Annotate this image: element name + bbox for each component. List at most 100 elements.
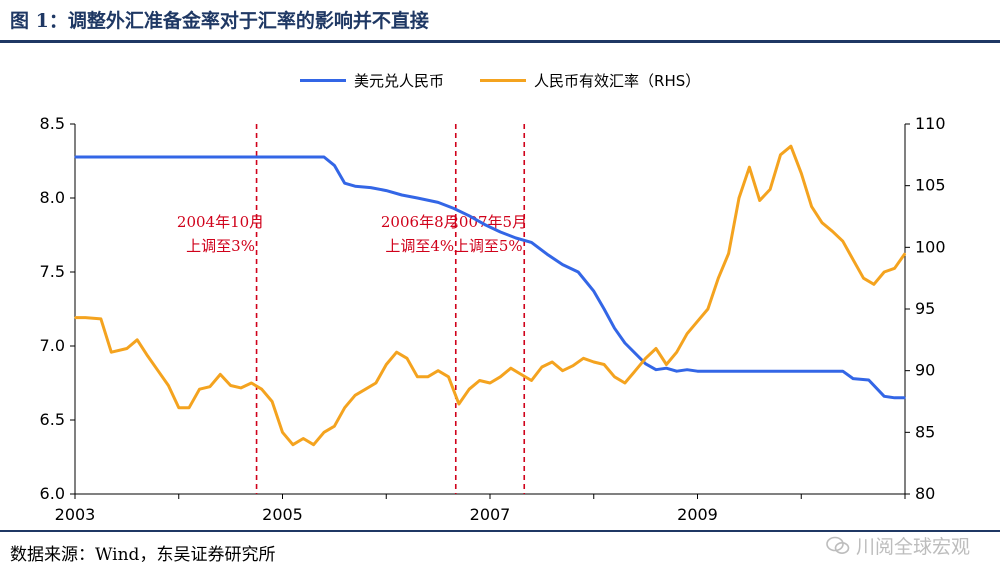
data-point-reer	[209, 385, 211, 388]
data-point-usdcny	[198, 156, 201, 158]
data-point-usdcny	[852, 377, 854, 380]
data-point-reer	[686, 332, 688, 335]
data-point-reer	[219, 373, 222, 376]
data-point-usdcny	[401, 194, 403, 196]
data-point-usdcny	[867, 379, 870, 381]
data-point-usdcny	[177, 156, 180, 158]
data-point-reer	[541, 366, 543, 368]
data-point-reer	[509, 367, 512, 370]
series-line-usdcny	[75, 155, 905, 400]
data-point-reer	[779, 154, 782, 156]
title-rule	[0, 40, 1000, 43]
data-point-reer	[790, 145, 792, 147]
data-point-reer	[333, 425, 336, 427]
data-point-reer	[281, 431, 284, 434]
data-point-usdcny	[260, 156, 263, 158]
data-point-reer	[561, 369, 564, 372]
annotation-label-date: 2006年8月	[381, 213, 459, 231]
y-right-tick-label: 80	[915, 484, 935, 503]
data-point-reer	[696, 320, 699, 323]
legend-swatch-reer	[480, 79, 527, 82]
data-point-usdcny	[717, 370, 720, 372]
data-point-usdcny	[323, 156, 325, 158]
data-point-usdcny	[94, 156, 97, 158]
y-right-tick-label: 105	[915, 176, 946, 195]
data-point-reer	[426, 376, 429, 378]
data-point-reer	[499, 376, 502, 378]
data-point-usdcny	[302, 156, 305, 158]
data-point-reer	[447, 376, 450, 378]
annotation-label-rate: 上调至3%	[186, 237, 255, 255]
data-point-reer	[758, 199, 761, 202]
data-point-usdcny	[655, 368, 657, 371]
data-point-usdcny	[74, 156, 76, 158]
data-point-reer	[717, 277, 720, 279]
data-point-usdcny	[634, 352, 637, 355]
data-point-reer	[84, 316, 87, 319]
data-point-reer	[551, 361, 554, 363]
data-point-usdcny	[468, 214, 471, 217]
data-point-usdcny	[665, 367, 668, 370]
data-point-usdcny	[530, 241, 533, 244]
data-point-reer	[852, 258, 854, 261]
data-point-usdcny	[369, 186, 372, 189]
data-point-usdcny	[437, 201, 439, 204]
data-point-usdcny	[675, 370, 678, 372]
legend-label-reer: 人民币有效汇率（RHS）	[534, 72, 701, 90]
data-point-reer	[229, 384, 232, 387]
annotation-label-date: 2007年5月	[449, 213, 527, 231]
data-point-usdcny	[893, 397, 896, 399]
x-tick-label: 2003	[55, 505, 96, 524]
data-point-usdcny	[452, 207, 455, 210]
data-point-usdcny	[821, 370, 823, 372]
data-point-reer	[458, 403, 460, 405]
data-point-reer	[478, 379, 481, 382]
line-chart: 6.0 6.5 7.0 7.5 8.0 8.5 80 85 90 95 100 105 110 2003 2…	[40, 114, 946, 524]
data-point-reer	[675, 351, 678, 353]
data-point-reer	[841, 240, 844, 242]
watermark: 川阅全球宏观	[826, 532, 970, 559]
data-point-reer	[260, 388, 263, 390]
annotation-label-date: 2004年10月	[177, 213, 264, 231]
data-point-reer	[883, 271, 886, 273]
x-tick-label: 2007	[470, 505, 511, 524]
data-point-reer	[644, 357, 647, 360]
data-point-reer	[100, 318, 102, 320]
y-left-tick-label: 6.0	[40, 484, 65, 503]
data-point-reer	[520, 373, 522, 376]
data-point-reer	[126, 347, 128, 350]
data-point-reer	[292, 443, 294, 446]
data-point-usdcny	[561, 263, 564, 266]
annotation-label-rate: 上调至5%	[454, 237, 523, 255]
data-point-reer	[354, 394, 356, 397]
data-point-reer	[810, 205, 813, 208]
figure-title: 图 1：调整外汇准备金率对于汇率的影响并不直接	[10, 10, 429, 32]
data-point-reer	[893, 267, 896, 270]
chart-legend: 美元兑人民币 人民币有效汇率（RHS）	[300, 70, 700, 91]
data-point-reer	[385, 363, 388, 366]
data-point-reer	[110, 351, 113, 353]
data-point-reer	[592, 361, 595, 363]
data-point-usdcny	[546, 253, 548, 256]
data-point-reer	[655, 347, 657, 350]
data-point-reer	[157, 369, 159, 372]
data-point-reer	[416, 376, 419, 378]
data-point-reer	[74, 316, 76, 319]
y-left-tick-label: 8.0	[40, 188, 65, 207]
data-point-reer	[769, 188, 771, 191]
data-point-usdcny	[624, 342, 626, 344]
data-point-usdcny	[696, 370, 699, 372]
series-line-reer	[75, 144, 907, 447]
data-point-reer	[707, 308, 709, 310]
legend-label-usdcny: 美元兑人民币	[354, 72, 445, 90]
wechat-icon	[826, 536, 850, 554]
data-point-reer	[873, 283, 875, 286]
data-point-reer	[727, 252, 730, 255]
data-point-reer	[240, 387, 242, 389]
legend-item-usdcny: 美元兑人民币	[300, 70, 444, 91]
data-point-reer	[738, 197, 740, 199]
data-point-reer	[624, 382, 626, 384]
data-point-usdcny	[686, 368, 688, 371]
data-point-reer	[364, 388, 367, 390]
data-point-reer	[406, 357, 408, 360]
